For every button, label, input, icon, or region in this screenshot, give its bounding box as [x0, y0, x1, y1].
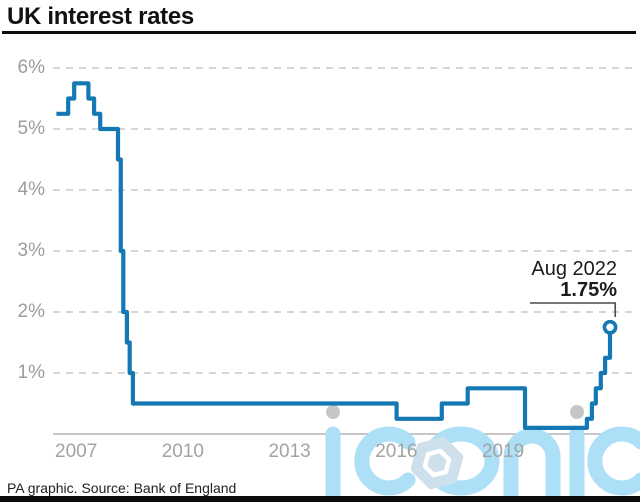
watermark-letter-c — [587, 426, 640, 496]
watermark-letter-n — [503, 428, 561, 502]
rate-line — [56, 81, 613, 430]
hexagon-icon — [410, 436, 464, 490]
y-axis-label: 3% — [17, 240, 45, 261]
end-point-marker — [602, 319, 618, 335]
y-axis-label: 4% — [17, 179, 45, 200]
x-axis-label: 2007 — [55, 441, 98, 462]
watermark-i-dot — [570, 405, 584, 419]
y-axis-label: 1% — [17, 362, 45, 383]
source-credit: PA graphic. Source: Bank of England — [7, 480, 237, 496]
y-axis-label: 2% — [17, 301, 45, 322]
title-divider — [2, 31, 636, 34]
watermark-letter-c — [354, 426, 416, 496]
x-axis-label: 2019 — [481, 441, 525, 462]
y-axis-label: 6% — [17, 57, 45, 78]
bottom-bar — [0, 496, 640, 502]
x-axis-label: 2016 — [375, 441, 418, 462]
x-axis-label: 2013 — [268, 441, 311, 462]
page-title: UK interest rates — [7, 3, 194, 30]
annotation-value-label: 1.75% — [560, 279, 617, 301]
hexagon-inner-icon — [422, 448, 452, 478]
annotation-date-label: Aug 2022 — [531, 258, 617, 280]
watermark-i-dot — [326, 405, 340, 419]
y-axis-label: 5% — [17, 118, 45, 139]
iconic-watermark — [325, 405, 640, 502]
x-axis-label: 2010 — [161, 441, 205, 462]
